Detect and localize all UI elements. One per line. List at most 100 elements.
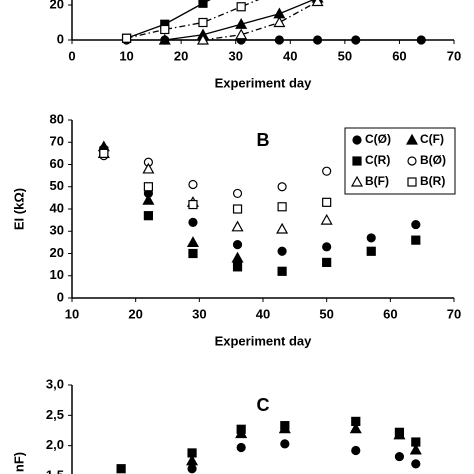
marker: [196, 33, 209, 45]
y-axis-label: nF): [11, 452, 26, 472]
x-tick-label: 60: [392, 48, 406, 63]
y-tick-label: 20: [50, 245, 64, 260]
marker: [143, 211, 153, 221]
legend-box: [344, 127, 456, 195]
marker: [160, 24, 170, 35]
x-tick-label: 70: [447, 48, 461, 63]
marker: [235, 28, 248, 40]
x-tick-label: 10: [119, 48, 133, 63]
marker: [320, 213, 333, 225]
y-tick-label: 60: [50, 156, 64, 171]
marker: [236, 2, 246, 12]
marker: [142, 193, 155, 205]
marker: [322, 242, 332, 252]
marker: [311, 0, 324, 7]
x-tick-label: 70: [447, 306, 461, 321]
marker: [278, 422, 291, 434]
x-axis-label: Experiment day: [215, 75, 313, 90]
y-tick-label: 2,5: [46, 407, 64, 422]
marker: [186, 236, 199, 247]
marker: [232, 240, 243, 250]
plot-area: [121, 0, 426, 45]
marker: [366, 246, 376, 256]
marker: [198, 17, 208, 28]
marker: [188, 179, 198, 190]
legend-label: B(Ø): [420, 153, 446, 167]
marker: [277, 266, 287, 276]
y-tick-label: 40: [50, 200, 64, 215]
y-tick-label: 3,0: [46, 376, 64, 391]
marker: [187, 464, 197, 474]
marker: [411, 459, 421, 469]
marker: [236, 442, 246, 453]
marker: [366, 233, 376, 243]
y-tick-label: 80: [50, 111, 64, 126]
marker: [232, 204, 243, 214]
marker: [121, 33, 132, 43]
marker: [322, 257, 332, 267]
panel-label: B: [257, 130, 270, 150]
marker: [394, 451, 405, 462]
marker: [393, 428, 406, 440]
marker: [407, 156, 417, 166]
y-tick-label: 1,5: [46, 467, 64, 474]
legend-label: B(F): [365, 174, 389, 188]
marker: [405, 133, 419, 145]
marker: [409, 443, 422, 455]
marker: [231, 220, 244, 232]
marker: [407, 177, 417, 187]
marker: [274, 35, 284, 45]
plot-area: [116, 416, 422, 474]
plot-area: [97, 140, 421, 276]
marker: [411, 219, 421, 230]
x-tick-label: 20: [174, 48, 188, 63]
marker: [322, 197, 332, 207]
y-tick-label: 50: [50, 178, 64, 193]
y-tick-label: 2,0: [46, 437, 64, 452]
series-line: [202, 0, 318, 41]
x-tick-label: 40: [283, 48, 297, 63]
marker: [351, 445, 361, 456]
marker: [276, 222, 289, 234]
legend-label: C(F): [420, 132, 444, 146]
marker: [322, 166, 332, 176]
y-tick-label: 30: [50, 223, 64, 238]
marker: [411, 235, 421, 245]
x-tick-label: 30: [192, 306, 206, 321]
x-tick-label: 60: [383, 306, 397, 321]
marker: [235, 18, 248, 29]
marker: [277, 246, 287, 256]
marker: [312, 35, 323, 45]
marker: [235, 427, 248, 439]
marker: [352, 135, 362, 145]
marker: [352, 156, 362, 166]
marker: [416, 35, 426, 45]
marker: [142, 162, 155, 174]
marker: [232, 262, 243, 272]
marker: [277, 202, 287, 212]
marker: [350, 175, 364, 187]
marker: [99, 148, 109, 158]
x-tick-label: 50: [319, 306, 333, 321]
marker: [188, 199, 198, 210]
marker: [232, 188, 243, 199]
marker: [351, 35, 361, 45]
y-tick-label: 20: [50, 0, 64, 11]
marker: [188, 248, 198, 259]
marker: [158, 33, 171, 45]
y-axis-label: EI (kΩ): [11, 188, 26, 230]
marker: [143, 182, 153, 192]
legend-label: C(R): [365, 153, 390, 167]
y-tick-label: 0: [57, 289, 64, 304]
x-tick-label: 30: [228, 48, 242, 63]
marker: [280, 439, 290, 449]
marker: [116, 464, 126, 474]
x-tick-label: 50: [338, 48, 352, 63]
marker: [273, 16, 286, 28]
x-tick-label: 10: [65, 306, 79, 321]
x-tick-label: 20: [128, 306, 142, 321]
x-tick-label: 40: [256, 306, 270, 321]
y-tick-label: 0: [57, 31, 64, 46]
legend-label: B(R): [420, 174, 445, 188]
